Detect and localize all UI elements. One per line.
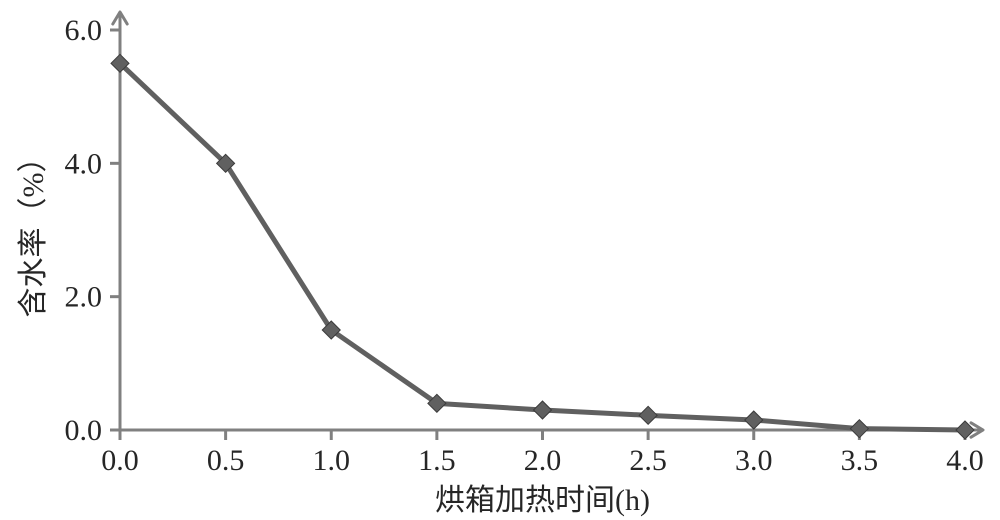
x-tick-label: 2.0: [524, 444, 562, 477]
x-tick-label: 1.0: [313, 444, 351, 477]
line-chart: 0.0 0.5 1.0 1.5 2.0 2.5 3.0 3.5 4.0 0.0 2.0 4.0 6.0 烘…: [0, 0, 1000, 520]
y-tick-label: 6.0: [65, 14, 103, 47]
x-tick-label: 3.0: [735, 444, 773, 477]
x-tick-label: 3.5: [841, 444, 879, 477]
y-tick-label: 2.0: [65, 281, 103, 314]
x-axis-label: 烘箱加热时间(h): [435, 484, 650, 517]
y-axis-label: 含水率（%）: [8, 143, 52, 318]
x-tick-label: 0.0: [101, 444, 139, 477]
x-tick-label: 4.0: [946, 444, 984, 477]
x-tick-label: 1.5: [418, 444, 456, 477]
x-tick-label: 0.5: [207, 444, 245, 477]
chart-container: 0.0 0.5 1.0 1.5 2.0 2.5 3.0 3.5 4.0 0.0 2.0 4.0 6.0 烘…: [0, 0, 1000, 520]
y-tick-label: 4.0: [65, 147, 103, 180]
y-tick-label: 0.0: [65, 414, 103, 447]
x-tick-label: 2.5: [629, 444, 667, 477]
